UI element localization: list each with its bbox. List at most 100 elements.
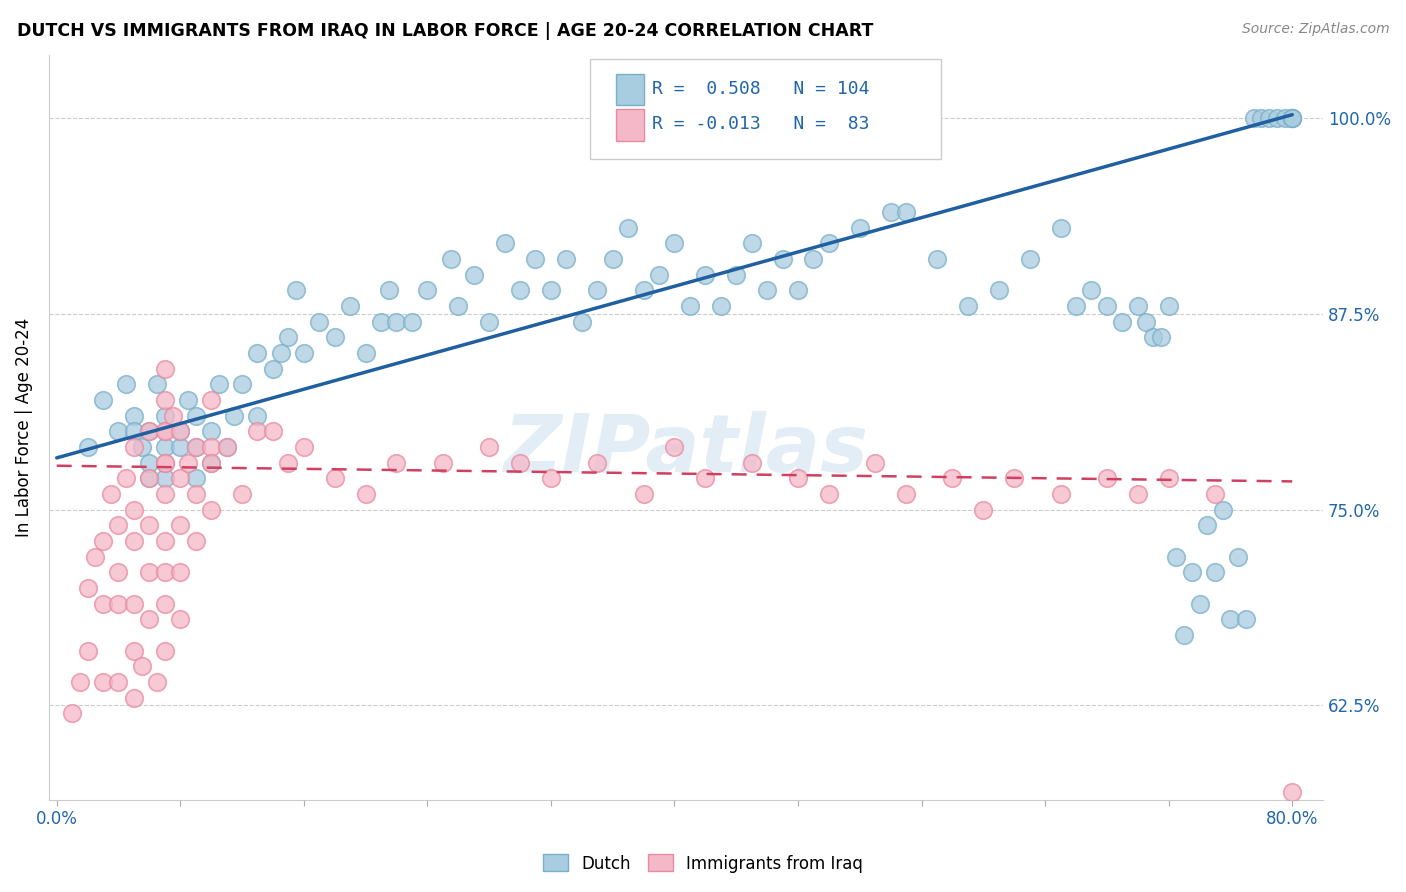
- Point: [169, 471, 191, 485]
- Point: [184, 440, 207, 454]
- Point: [76, 440, 98, 454]
- Point: [1281, 111, 1303, 125]
- Point: [509, 283, 531, 297]
- Point: [91, 533, 114, 548]
- Point: [710, 299, 733, 313]
- Point: [1234, 612, 1257, 626]
- Point: [138, 424, 160, 438]
- Point: [1212, 502, 1234, 516]
- Point: [200, 456, 222, 470]
- Point: [1173, 628, 1195, 642]
- Point: [1274, 111, 1296, 125]
- Point: [153, 424, 176, 438]
- Point: [169, 612, 191, 626]
- Point: [447, 299, 470, 313]
- Point: [153, 424, 176, 438]
- Point: [648, 268, 671, 282]
- Point: [1002, 471, 1025, 485]
- Point: [153, 409, 176, 423]
- Point: [1188, 597, 1211, 611]
- Point: [153, 361, 176, 376]
- Point: [1227, 549, 1250, 564]
- Point: [115, 377, 138, 392]
- Point: [540, 283, 562, 297]
- Point: [200, 456, 222, 470]
- Point: [184, 409, 207, 423]
- Point: [246, 409, 269, 423]
- Point: [184, 440, 207, 454]
- Point: [1095, 299, 1118, 313]
- Point: [377, 283, 399, 297]
- Point: [1049, 487, 1071, 501]
- Point: [177, 456, 200, 470]
- Point: [138, 424, 160, 438]
- Text: R = -0.013   N =  83: R = -0.013 N = 83: [651, 115, 869, 134]
- Point: [323, 471, 346, 485]
- Point: [586, 283, 609, 297]
- Point: [1265, 111, 1288, 125]
- Point: [200, 440, 222, 454]
- Point: [1157, 299, 1180, 313]
- Point: [849, 220, 872, 235]
- Point: [285, 283, 308, 297]
- Point: [463, 268, 485, 282]
- Point: [107, 675, 129, 690]
- Point: [633, 283, 655, 297]
- Point: [153, 533, 176, 548]
- Point: [1080, 283, 1102, 297]
- Point: [1126, 299, 1149, 313]
- Point: [941, 471, 963, 485]
- Point: [439, 252, 461, 266]
- Point: [695, 471, 717, 485]
- Point: [772, 252, 794, 266]
- Point: [1135, 314, 1157, 328]
- Point: [1219, 612, 1241, 626]
- Point: [153, 643, 176, 657]
- Point: [741, 456, 763, 470]
- FancyBboxPatch shape: [616, 110, 644, 141]
- Point: [524, 252, 547, 266]
- Point: [571, 314, 593, 328]
- Point: [787, 471, 810, 485]
- Point: [354, 346, 377, 360]
- Point: [138, 471, 160, 485]
- Point: [107, 597, 129, 611]
- Point: [1142, 330, 1164, 344]
- Point: [107, 424, 129, 438]
- Point: [617, 220, 640, 235]
- Point: [153, 440, 176, 454]
- Point: [107, 518, 129, 533]
- Point: [1166, 549, 1188, 564]
- Point: [84, 549, 107, 564]
- Point: [1281, 785, 1303, 799]
- Point: [818, 487, 841, 501]
- Point: [1157, 471, 1180, 485]
- Point: [131, 440, 153, 454]
- Point: [987, 283, 1010, 297]
- Point: [231, 487, 253, 501]
- Point: [879, 205, 901, 219]
- Point: [925, 252, 948, 266]
- Point: [1204, 566, 1226, 580]
- Point: [115, 471, 138, 485]
- Point: [972, 502, 994, 516]
- Point: [1095, 471, 1118, 485]
- Text: DUTCH VS IMMIGRANTS FROM IRAQ IN LABOR FORCE | AGE 20-24 CORRELATION CHART: DUTCH VS IMMIGRANTS FROM IRAQ IN LABOR F…: [17, 22, 873, 40]
- Point: [1049, 220, 1071, 235]
- Point: [200, 392, 222, 407]
- Y-axis label: In Labor Force | Age 20-24: In Labor Force | Age 20-24: [15, 318, 32, 537]
- Point: [131, 659, 153, 673]
- Point: [478, 440, 501, 454]
- Point: [184, 471, 207, 485]
- Point: [60, 706, 83, 721]
- Point: [122, 643, 145, 657]
- Point: [1197, 518, 1219, 533]
- Point: [1250, 111, 1272, 125]
- Point: [756, 283, 779, 297]
- Point: [354, 487, 377, 501]
- Point: [153, 487, 176, 501]
- Point: [177, 392, 200, 407]
- Point: [169, 518, 191, 533]
- Point: [122, 409, 145, 423]
- Point: [586, 456, 609, 470]
